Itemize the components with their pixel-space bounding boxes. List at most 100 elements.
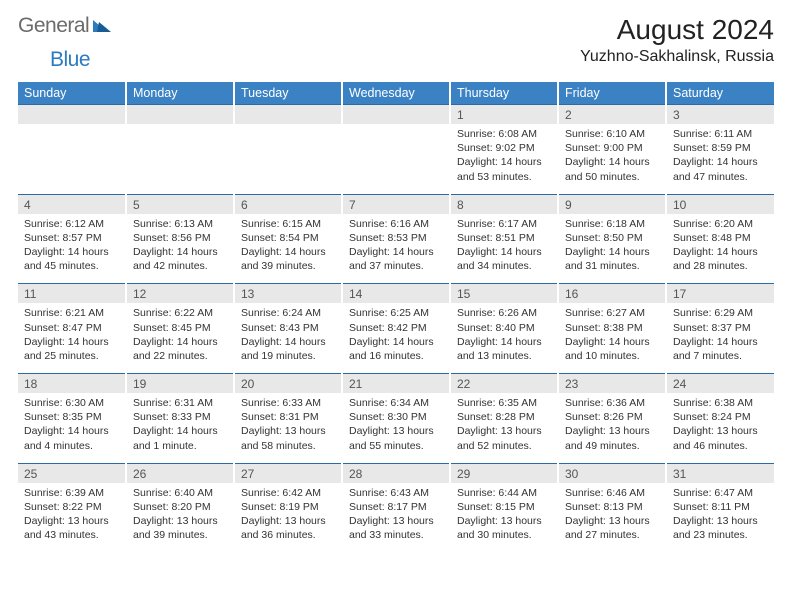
day-body: Sunrise: 6:11 AMSunset: 8:59 PMDaylight:… xyxy=(667,124,774,188)
month-title: August 2024 xyxy=(580,14,774,46)
calendar-day-cell: 25Sunrise: 6:39 AMSunset: 8:22 PMDayligh… xyxy=(18,460,126,550)
weekday-header: Tuesday xyxy=(234,82,342,104)
calendar-day-cell: 21Sunrise: 6:34 AMSunset: 8:30 PMDayligh… xyxy=(342,370,450,460)
calendar-week-row: 18Sunrise: 6:30 AMSunset: 8:35 PMDayligh… xyxy=(18,370,774,460)
day-body: Sunrise: 6:39 AMSunset: 8:22 PMDaylight:… xyxy=(18,483,125,547)
weekday-header: Wednesday xyxy=(342,82,450,104)
calendar-table: Sunday Monday Tuesday Wednesday Thursday… xyxy=(18,82,774,552)
day-number: 25 xyxy=(18,463,125,483)
calendar-day-cell: 29Sunrise: 6:44 AMSunset: 8:15 PMDayligh… xyxy=(450,460,558,550)
day-number: 22 xyxy=(451,373,557,393)
day-number: 24 xyxy=(667,373,774,393)
calendar-day-cell xyxy=(126,104,234,191)
day-body: Sunrise: 6:40 AMSunset: 8:20 PMDaylight:… xyxy=(127,483,233,547)
day-body: Sunrise: 6:21 AMSunset: 8:47 PMDaylight:… xyxy=(18,303,125,367)
calendar-day-cell: 20Sunrise: 6:33 AMSunset: 8:31 PMDayligh… xyxy=(234,370,342,460)
calendar-week-row: 1Sunrise: 6:08 AMSunset: 9:02 PMDaylight… xyxy=(18,104,774,191)
day-body: Sunrise: 6:43 AMSunset: 8:17 PMDaylight:… xyxy=(343,483,449,547)
day-number: 1 xyxy=(451,104,557,124)
day-body: Sunrise: 6:18 AMSunset: 8:50 PMDaylight:… xyxy=(559,214,665,278)
calendar-day-cell: 8Sunrise: 6:17 AMSunset: 8:51 PMDaylight… xyxy=(450,191,558,281)
day-number: 4 xyxy=(18,194,125,214)
day-body: Sunrise: 6:16 AMSunset: 8:53 PMDaylight:… xyxy=(343,214,449,278)
calendar-day-cell: 12Sunrise: 6:22 AMSunset: 8:45 PMDayligh… xyxy=(126,280,234,370)
location: Yuzhno-Sakhalinsk, Russia xyxy=(580,48,774,66)
day-number: 19 xyxy=(127,373,233,393)
day-number: 31 xyxy=(667,463,774,483)
day-body: Sunrise: 6:30 AMSunset: 8:35 PMDaylight:… xyxy=(18,393,125,457)
calendar-day-cell: 16Sunrise: 6:27 AMSunset: 8:38 PMDayligh… xyxy=(558,280,666,370)
day-body: Sunrise: 6:15 AMSunset: 8:54 PMDaylight:… xyxy=(235,214,341,278)
day-body: Sunrise: 6:44 AMSunset: 8:15 PMDaylight:… xyxy=(451,483,557,547)
day-body: Sunrise: 6:24 AMSunset: 8:43 PMDaylight:… xyxy=(235,303,341,367)
day-number: 17 xyxy=(667,283,774,303)
day-number: 6 xyxy=(235,194,341,214)
logo-triangle-icon xyxy=(93,18,111,37)
day-number: 16 xyxy=(559,283,665,303)
calendar-day-cell xyxy=(342,104,450,191)
calendar-day-cell xyxy=(18,104,126,191)
day-body: Sunrise: 6:36 AMSunset: 8:26 PMDaylight:… xyxy=(559,393,665,457)
day-body: Sunrise: 6:46 AMSunset: 8:13 PMDaylight:… xyxy=(559,483,665,547)
day-number: 30 xyxy=(559,463,665,483)
day-number: 18 xyxy=(18,373,125,393)
weekday-header: Friday xyxy=(558,82,666,104)
calendar-day-cell: 5Sunrise: 6:13 AMSunset: 8:56 PMDaylight… xyxy=(126,191,234,281)
day-number: 14 xyxy=(343,283,449,303)
calendar-day-cell xyxy=(234,104,342,191)
day-body: Sunrise: 6:47 AMSunset: 8:11 PMDaylight:… xyxy=(667,483,774,547)
logo-text-blue: Blue xyxy=(50,48,90,71)
day-body: Sunrise: 6:33 AMSunset: 8:31 PMDaylight:… xyxy=(235,393,341,457)
day-body: Sunrise: 6:31 AMSunset: 8:33 PMDaylight:… xyxy=(127,393,233,457)
day-body: Sunrise: 6:42 AMSunset: 8:19 PMDaylight:… xyxy=(235,483,341,547)
day-body: Sunrise: 6:29 AMSunset: 8:37 PMDaylight:… xyxy=(667,303,774,367)
weekday-header: Monday xyxy=(126,82,234,104)
day-number-empty xyxy=(18,104,125,124)
day-number: 10 xyxy=(667,194,774,214)
logo: General xyxy=(18,14,113,38)
day-number: 12 xyxy=(127,283,233,303)
day-number: 23 xyxy=(559,373,665,393)
day-number: 29 xyxy=(451,463,557,483)
calendar-day-cell: 14Sunrise: 6:25 AMSunset: 8:42 PMDayligh… xyxy=(342,280,450,370)
logo-text-general: General xyxy=(18,14,89,38)
calendar-day-cell: 9Sunrise: 6:18 AMSunset: 8:50 PMDaylight… xyxy=(558,191,666,281)
day-body: Sunrise: 6:25 AMSunset: 8:42 PMDaylight:… xyxy=(343,303,449,367)
day-number: 8 xyxy=(451,194,557,214)
weekday-header: Saturday xyxy=(666,82,774,104)
day-number: 21 xyxy=(343,373,449,393)
weekday-header: Thursday xyxy=(450,82,558,104)
day-body: Sunrise: 6:08 AMSunset: 9:02 PMDaylight:… xyxy=(451,124,557,188)
day-number: 7 xyxy=(343,194,449,214)
day-number: 3 xyxy=(667,104,774,124)
calendar-day-cell: 13Sunrise: 6:24 AMSunset: 8:43 PMDayligh… xyxy=(234,280,342,370)
calendar-day-cell: 18Sunrise: 6:30 AMSunset: 8:35 PMDayligh… xyxy=(18,370,126,460)
day-number: 26 xyxy=(127,463,233,483)
day-number-empty xyxy=(343,104,449,124)
day-body: Sunrise: 6:38 AMSunset: 8:24 PMDaylight:… xyxy=(667,393,774,457)
day-number: 15 xyxy=(451,283,557,303)
calendar-day-cell: 4Sunrise: 6:12 AMSunset: 8:57 PMDaylight… xyxy=(18,191,126,281)
calendar-day-cell: 7Sunrise: 6:16 AMSunset: 8:53 PMDaylight… xyxy=(342,191,450,281)
day-number: 9 xyxy=(559,194,665,214)
day-body: Sunrise: 6:34 AMSunset: 8:30 PMDaylight:… xyxy=(343,393,449,457)
day-body: Sunrise: 6:27 AMSunset: 8:38 PMDaylight:… xyxy=(559,303,665,367)
day-body-empty xyxy=(235,124,341,174)
calendar-day-cell: 28Sunrise: 6:43 AMSunset: 8:17 PMDayligh… xyxy=(342,460,450,550)
calendar-day-cell: 2Sunrise: 6:10 AMSunset: 9:00 PMDaylight… xyxy=(558,104,666,191)
calendar-day-cell: 19Sunrise: 6:31 AMSunset: 8:33 PMDayligh… xyxy=(126,370,234,460)
calendar-day-cell: 31Sunrise: 6:47 AMSunset: 8:11 PMDayligh… xyxy=(666,460,774,550)
calendar-day-cell: 22Sunrise: 6:35 AMSunset: 8:28 PMDayligh… xyxy=(450,370,558,460)
calendar-day-cell: 27Sunrise: 6:42 AMSunset: 8:19 PMDayligh… xyxy=(234,460,342,550)
day-body: Sunrise: 6:12 AMSunset: 8:57 PMDaylight:… xyxy=(18,214,125,278)
title-block: August 2024 Yuzhno-Sakhalinsk, Russia xyxy=(580,14,774,66)
weekday-header-row: Sunday Monday Tuesday Wednesday Thursday… xyxy=(18,82,774,104)
day-number: 27 xyxy=(235,463,341,483)
calendar-day-cell: 3Sunrise: 6:11 AMSunset: 8:59 PMDaylight… xyxy=(666,104,774,191)
calendar-week-row: 11Sunrise: 6:21 AMSunset: 8:47 PMDayligh… xyxy=(18,280,774,370)
day-number-empty xyxy=(235,104,341,124)
day-body: Sunrise: 6:13 AMSunset: 8:56 PMDaylight:… xyxy=(127,214,233,278)
calendar-day-cell: 26Sunrise: 6:40 AMSunset: 8:20 PMDayligh… xyxy=(126,460,234,550)
day-number: 20 xyxy=(235,373,341,393)
day-body: Sunrise: 6:17 AMSunset: 8:51 PMDaylight:… xyxy=(451,214,557,278)
